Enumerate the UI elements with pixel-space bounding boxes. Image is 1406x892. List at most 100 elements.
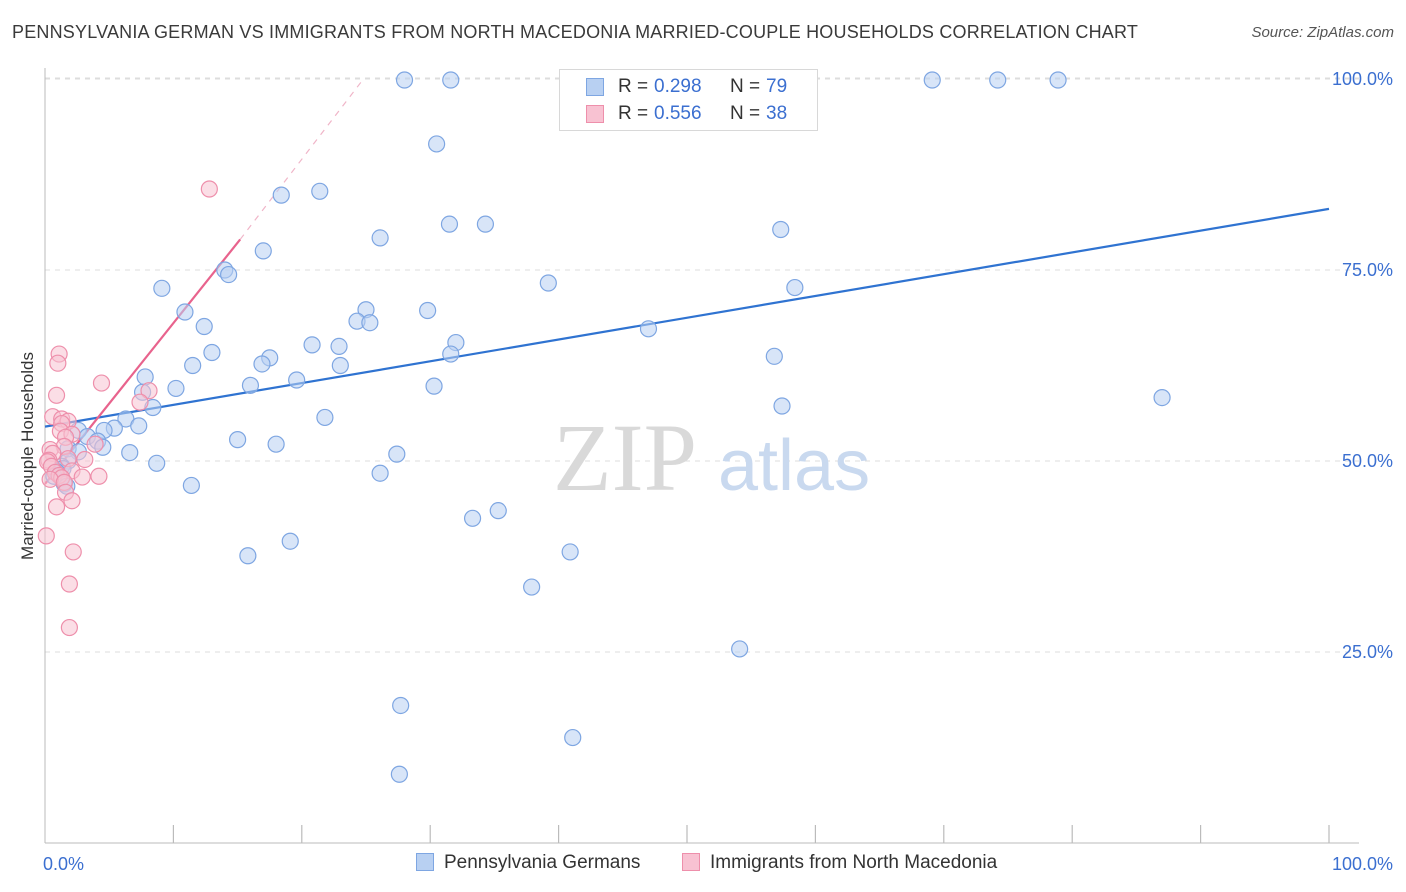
data-point-blue: [303, 336, 321, 354]
legend-swatch-pink: [586, 105, 604, 123]
source-credit: Source: ZipAtlas.com: [1251, 24, 1394, 41]
data-point-blue: [182, 476, 200, 495]
bottom-legend-label: Immigrants from North Macedonia: [710, 852, 998, 873]
legend-r-value: 0.556: [654, 103, 702, 124]
data-point-blue: [288, 371, 306, 389]
legend-n-label: N =: [730, 103, 761, 124]
x-tick-label-min: 0.0%: [43, 854, 84, 874]
data-point-pink: [63, 492, 81, 510]
gridlines: [45, 77, 1359, 653]
data-point-blue: [442, 71, 460, 89]
data-point-blue: [371, 229, 389, 247]
data-point-blue: [311, 182, 329, 200]
chart-title: PENNSYLVANIA GERMAN VS IMMIGRANTS FROM N…: [12, 22, 1139, 42]
bottom-legend-immigrants-north-macedonia: Immigrants from North Macedonia: [682, 852, 997, 874]
data-point-blue: [254, 242, 272, 260]
data-point-blue: [176, 303, 194, 321]
data-point-pink: [37, 527, 55, 545]
data-point-pink: [200, 180, 218, 198]
data-point-blue: [241, 376, 260, 394]
y-tick-label: 100.0%: [1332, 69, 1393, 89]
data-point-blue: [772, 220, 790, 239]
data-point-blue: [639, 320, 658, 338]
data-point-pink: [90, 467, 108, 485]
data-point-blue: [371, 464, 389, 482]
tick-labels: 25.0% 50.0% 75.0% 100.0% 0.0% 100.0%: [43, 69, 1393, 874]
data-point-pink: [60, 618, 78, 637]
legend-r-label: R =: [618, 76, 649, 97]
data-point-pink: [131, 393, 149, 411]
data-point-blue: [463, 509, 482, 527]
data-point-blue: [773, 397, 791, 415]
data-point-pink: [49, 354, 67, 372]
data-point-pink: [60, 575, 78, 593]
trend-lines: [44, 78, 1330, 485]
data-point-pink: [47, 498, 66, 516]
data-point-blue: [440, 215, 459, 233]
data-point-pink: [47, 386, 66, 404]
data-point-blue: [428, 135, 446, 153]
y-tick-label: 75.0%: [1342, 260, 1393, 280]
data-point-pink: [86, 435, 104, 453]
bottom-legend-swatch-blue: [416, 853, 434, 871]
legend-r-value: 0.298: [654, 76, 702, 97]
watermark-zip-text: ZIP: [553, 404, 697, 511]
data-point-blue: [561, 543, 579, 561]
data-point-blue: [523, 578, 541, 596]
data-point-blue: [392, 696, 410, 715]
trend-line-pennsylvania-germans: [44, 207, 1330, 428]
data-point-pink: [140, 382, 158, 400]
watermark-atlas-text: atlas: [718, 426, 870, 506]
data-point-blue: [476, 215, 495, 233]
data-point-blue: [765, 347, 783, 365]
data-point-pink: [73, 468, 91, 486]
x-tick-label-max: 100.0%: [1332, 854, 1393, 874]
legend-row-immigrants-north-macedonia: R = 0.556 N = 38: [560, 101, 817, 127]
data-point-blue: [419, 301, 437, 320]
data-point-blue: [489, 502, 507, 520]
data-point-pink: [76, 450, 94, 469]
data-point-blue: [184, 356, 202, 375]
data-point-blue: [539, 274, 557, 292]
data-point-blue: [281, 532, 299, 550]
data-point-blue: [153, 279, 171, 297]
bottom-legend-label: Pennsylvania Germans: [444, 852, 641, 873]
data-point-blue: [395, 71, 414, 89]
data-point-blue: [316, 408, 334, 427]
legend-n-value: 79: [766, 76, 788, 97]
data-point-pink: [64, 543, 82, 561]
data-point-blue: [330, 337, 348, 355]
watermark: ZIP atlas: [553, 404, 870, 511]
data-point-blue: [425, 377, 443, 395]
trend-extension-immigrants-north-macedonia: [239, 78, 364, 240]
data-point-blue: [195, 317, 213, 336]
bottom-legend-pennsylvania-germans: Pennsylvania Germans: [416, 852, 640, 874]
data-point-blue: [442, 345, 460, 363]
y-tick-label: 50.0%: [1342, 451, 1393, 471]
bottom-legend-swatch-pink: [682, 853, 700, 871]
data-point-blue: [564, 728, 582, 747]
data-point-blue: [786, 278, 804, 297]
data-point-pink: [92, 374, 111, 392]
legend-n-value: 38: [766, 103, 788, 124]
data-point-blue: [1153, 388, 1171, 407]
data-point-blue: [390, 765, 408, 783]
y-tick-label: 25.0%: [1342, 642, 1393, 662]
data-point-blue: [388, 445, 406, 463]
data-point-blue: [361, 314, 379, 332]
data-point-blue: [1049, 71, 1067, 89]
data-point-blue: [989, 71, 1007, 89]
stats-legend: R = 0.298 N = 79 R = 0.556 N = 38: [559, 69, 818, 131]
data-point-blue: [923, 71, 941, 89]
data-point-blue: [130, 417, 148, 435]
trend-line-immigrants-north-macedonia: [44, 238, 242, 485]
data-point-blue: [167, 379, 185, 398]
data-point-blue: [229, 431, 247, 449]
data-point-blue: [267, 435, 285, 453]
series-immigrants-north-macedonia: [37, 180, 218, 637]
data-point-blue: [253, 355, 271, 373]
data-point-blue: [121, 443, 139, 462]
data-point-blue: [731, 640, 749, 658]
legend-n-label: N =: [730, 76, 761, 97]
